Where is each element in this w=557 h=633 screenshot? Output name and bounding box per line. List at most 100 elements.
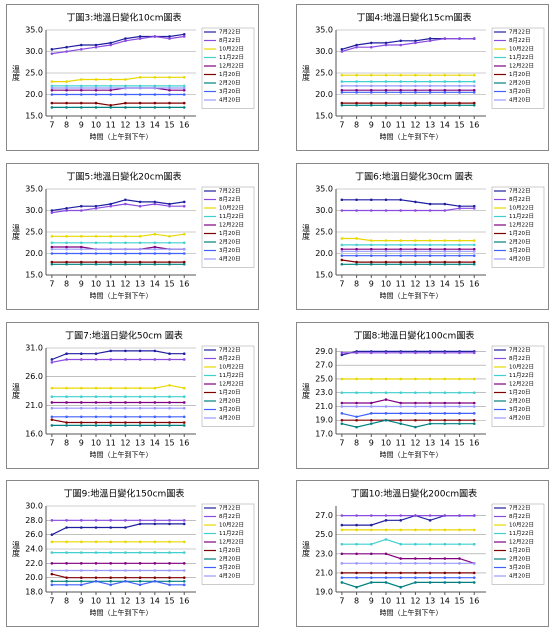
- x-tick-label: 14: [150, 597, 160, 606]
- point: [384, 209, 388, 212]
- legend-label: 1月20日: [219, 547, 241, 554]
- point: [124, 358, 127, 361]
- point: [428, 262, 432, 266]
- x-axis-label: 時間（上午到下午）: [380, 608, 443, 617]
- point: [443, 209, 447, 212]
- x-tick-label: 10: [381, 439, 391, 448]
- legend-label: 10月22日: [509, 205, 534, 212]
- point: [182, 204, 186, 208]
- legend-label: 10月22日: [509, 522, 534, 529]
- point: [168, 35, 171, 38]
- point: [124, 551, 127, 554]
- point: [399, 239, 403, 242]
- x-tick-label: 16: [469, 121, 479, 130]
- point: [138, 579, 142, 583]
- chart-title: 丁圖6:地溫日變化30cm 圖表: [355, 171, 473, 183]
- point: [458, 243, 461, 247]
- point: [443, 80, 447, 83]
- point: [94, 45, 98, 49]
- point: [94, 386, 98, 390]
- legend-label: 10月22日: [509, 364, 534, 371]
- point: [428, 91, 432, 94]
- chart-title: 丁圖10:地溫日變化200cm圖表: [351, 488, 477, 500]
- y-tick-label: 26.0: [25, 530, 43, 539]
- y-tick-label: 30.0: [315, 47, 333, 56]
- legend-label: 3月20日: [509, 564, 531, 571]
- x-tick-label: 9: [369, 597, 374, 606]
- point: [153, 245, 157, 249]
- legend-label: 1月20日: [219, 389, 241, 396]
- point: [79, 406, 83, 410]
- point: [65, 235, 68, 238]
- point: [79, 260, 83, 264]
- y-axis-label: 溫度: [12, 224, 21, 241]
- point: [109, 241, 113, 245]
- point: [458, 37, 461, 40]
- y-tick-label: 25.0: [315, 228, 333, 237]
- point: [369, 209, 373, 212]
- point: [472, 37, 476, 40]
- point: [399, 391, 403, 395]
- point: [428, 243, 432, 247]
- point: [182, 84, 186, 88]
- point: [79, 395, 83, 399]
- point: [472, 88, 476, 92]
- point: [79, 78, 83, 81]
- point: [50, 260, 54, 264]
- series-line: [51, 523, 185, 536]
- point: [369, 514, 373, 517]
- point: [109, 526, 113, 529]
- y-tick-label: 25.0: [315, 374, 333, 383]
- point: [94, 395, 98, 399]
- point: [79, 540, 83, 544]
- point: [50, 415, 54, 419]
- y-tick-label: 31.0: [25, 344, 43, 353]
- legend-label: 2月20日: [509, 556, 531, 563]
- point: [124, 415, 127, 419]
- point: [153, 93, 157, 96]
- series-line: [341, 207, 475, 212]
- point: [79, 245, 83, 249]
- point: [458, 262, 461, 266]
- point: [65, 583, 68, 587]
- point: [384, 198, 388, 202]
- series-line: [341, 237, 475, 242]
- point: [109, 395, 113, 399]
- legend-label: 2月20日: [219, 80, 241, 87]
- chart-title: 丁圖7:地溫日變化50cm 圖表: [65, 330, 183, 342]
- point: [443, 73, 447, 77]
- point: [94, 262, 98, 266]
- x-tick-label: 7: [339, 597, 344, 606]
- point: [369, 562, 373, 565]
- legend-label: 8月22日: [219, 196, 241, 203]
- point: [182, 101, 186, 105]
- point: [50, 235, 54, 238]
- point: [124, 202, 127, 206]
- point: [384, 73, 388, 77]
- point: [384, 418, 388, 422]
- point: [109, 569, 113, 572]
- legend-label: 11月22日: [219, 213, 244, 220]
- point: [65, 45, 68, 49]
- point: [399, 542, 403, 546]
- point: [182, 88, 186, 92]
- point: [414, 243, 417, 247]
- legend-label: 7月22日: [219, 29, 241, 36]
- y-tick-label: 22.0: [25, 559, 43, 568]
- legend-label: 2月20日: [219, 239, 241, 246]
- x-tick-label: 7: [49, 121, 54, 130]
- point: [340, 353, 344, 357]
- point: [65, 386, 68, 390]
- point: [340, 50, 344, 53]
- point: [65, 406, 68, 410]
- point: [355, 103, 358, 107]
- point: [50, 424, 54, 427]
- point: [428, 260, 432, 264]
- point: [428, 422, 432, 425]
- point: [458, 576, 461, 579]
- point: [79, 415, 83, 419]
- point: [355, 552, 358, 556]
- x-tick-label: 7: [49, 439, 54, 448]
- legend-label: 3月20日: [509, 247, 531, 254]
